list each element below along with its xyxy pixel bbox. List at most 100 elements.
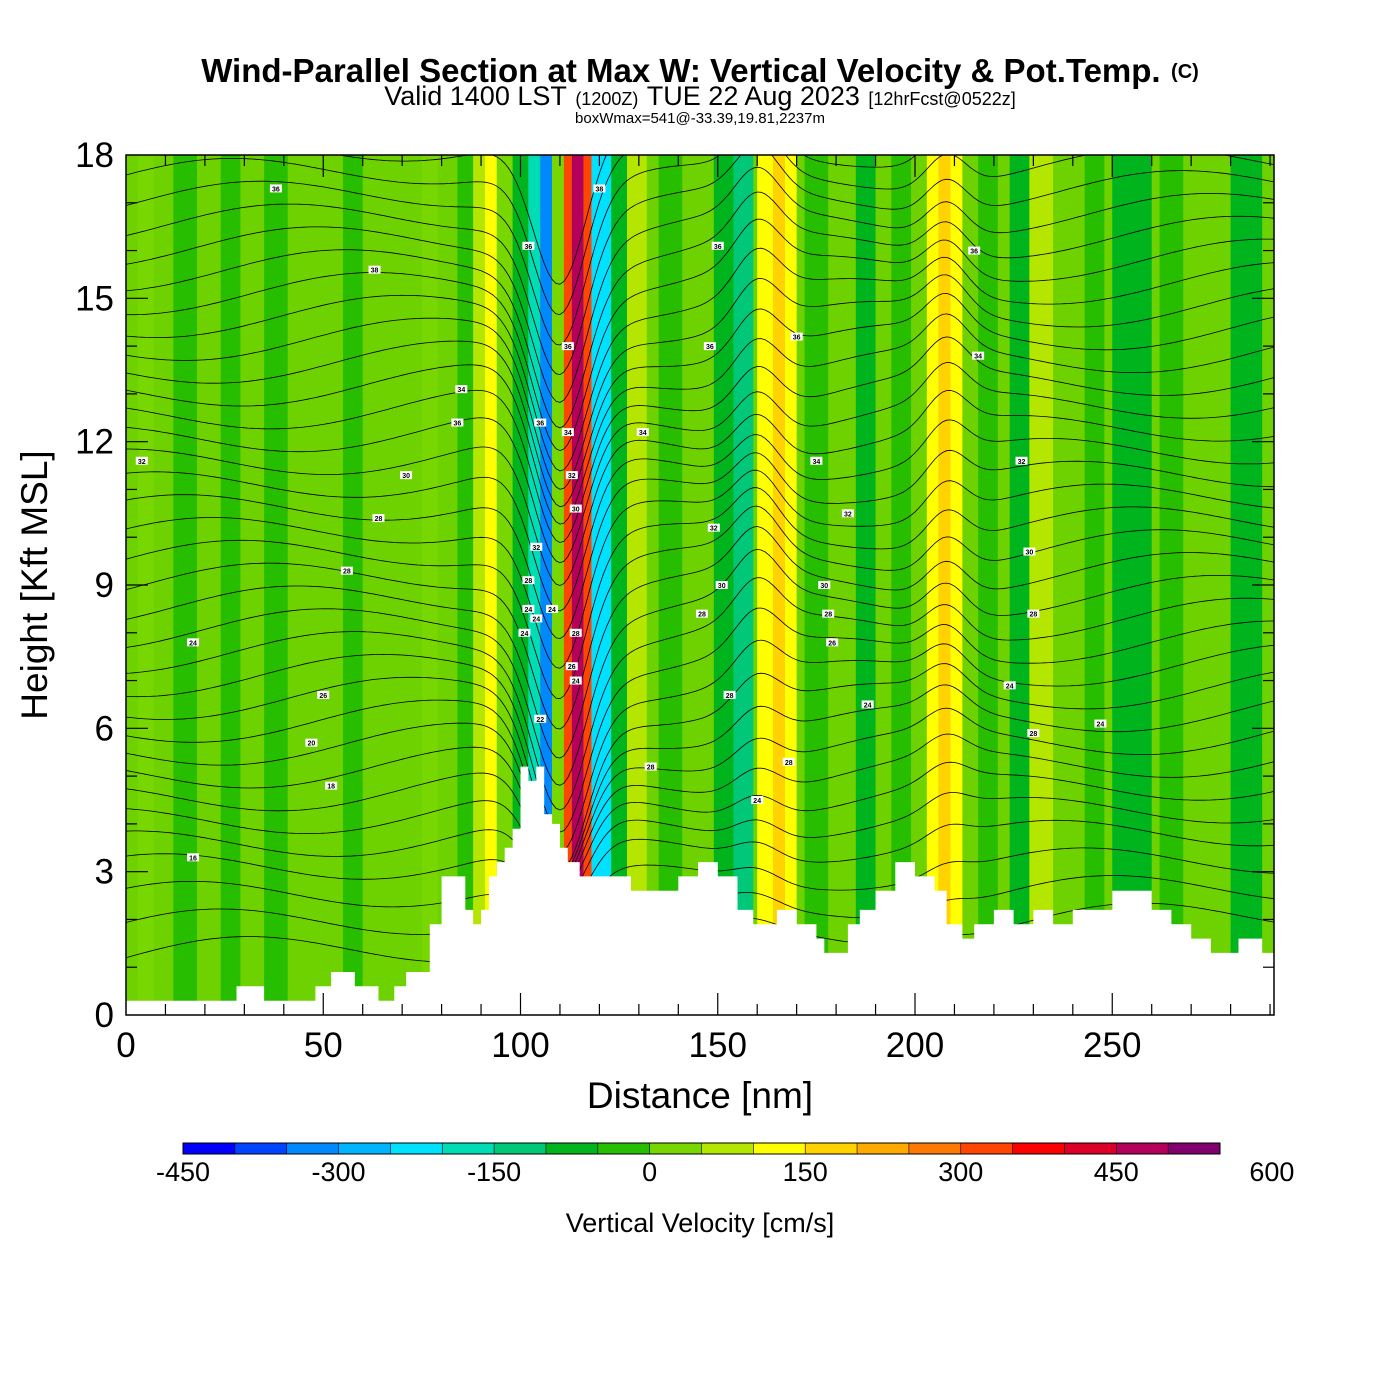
contour-label-bg xyxy=(522,604,535,613)
colorbar-swatch xyxy=(960,1143,1014,1154)
y-tick-label: 12 xyxy=(75,423,114,462)
contour-label-group: 24 xyxy=(1003,681,1016,690)
velocity-band xyxy=(1159,155,1184,1015)
theta-contour-line xyxy=(126,218,1274,452)
velocity-band xyxy=(457,155,474,1015)
contour-label: 20 xyxy=(308,741,316,748)
contour-label-bg xyxy=(522,241,535,250)
contour-label: 32 xyxy=(1018,459,1026,466)
contour-label-bg xyxy=(1027,609,1040,618)
colorbar-swatch xyxy=(183,1143,236,1154)
contour-label-group: 24 xyxy=(530,614,543,623)
contour-label-group: 28 xyxy=(644,762,657,772)
velocity-band xyxy=(891,155,912,1015)
contour-label: 30 xyxy=(820,583,828,590)
theta-contour-line xyxy=(126,292,1274,508)
contour-label-group: 32 xyxy=(841,509,854,518)
contour-label-bg xyxy=(826,638,839,647)
contour-label-bg xyxy=(810,456,823,465)
contour-label-group: 24 xyxy=(751,796,764,805)
velocity-band xyxy=(757,155,773,1015)
contour-label: 28 xyxy=(824,612,832,619)
velocity-band xyxy=(484,155,497,1015)
contour-label: 18 xyxy=(327,784,335,791)
contour-label-group: 36 xyxy=(711,241,724,251)
theta-contour-line xyxy=(126,663,1274,871)
velocity-band xyxy=(1112,155,1152,1015)
colorbar-swatch xyxy=(597,1143,651,1154)
contour-label-group: 32 xyxy=(135,456,148,466)
y-tick-label: 3 xyxy=(95,853,114,892)
colorbar-swatch xyxy=(338,1143,391,1154)
contour-label: 24 xyxy=(1006,683,1014,690)
contour-label-group: 28 xyxy=(1027,729,1040,738)
contour-label: 22 xyxy=(536,717,544,724)
velocity-band xyxy=(583,155,592,1015)
contour-label: 36 xyxy=(272,186,280,193)
contour-label-bg xyxy=(530,614,543,623)
velocity-bands xyxy=(137,155,1263,1015)
contour-label-bg xyxy=(518,628,531,637)
contour-label: 24 xyxy=(524,607,532,614)
contour-label: 38 xyxy=(596,186,604,193)
contour-label-bg xyxy=(546,604,559,613)
contour-label: 34 xyxy=(974,354,982,361)
chart-title: Wind-Parallel Section at Max W: Vertical… xyxy=(201,52,1199,89)
velocity-band xyxy=(1009,155,1030,1015)
contour-label-group: 36 xyxy=(790,332,803,342)
contour-label-bg xyxy=(534,418,547,427)
contour-label-group: 36 xyxy=(968,246,981,256)
x-tick-label: 200 xyxy=(886,1026,944,1065)
x-tick-label: 100 xyxy=(491,1026,549,1065)
theta-contour-line xyxy=(126,707,1274,880)
contour-label-bg xyxy=(1015,456,1028,465)
contour-label-group: 38 xyxy=(593,184,606,193)
plot-area: 3638323028282426201816343636363228242424… xyxy=(126,155,1274,1015)
velocity-band xyxy=(772,155,785,1015)
contour-labels: 3638323028282426201816343636363228242424… xyxy=(135,184,1107,862)
contour-label-group: 24 xyxy=(546,604,559,614)
contour-label: 36 xyxy=(536,421,544,428)
contour-label-bg xyxy=(569,676,582,685)
contour-label: 30 xyxy=(718,583,726,590)
theta-contour-line xyxy=(126,761,1274,894)
contour-label: 28 xyxy=(647,765,655,772)
colorbar-swatch xyxy=(390,1143,443,1154)
contour-label-group: 24 xyxy=(187,638,200,647)
contour-label: 36 xyxy=(706,344,714,351)
contour-label-group: 36 xyxy=(269,184,282,193)
contour-label-bg xyxy=(707,523,720,532)
contour-label-group: 28 xyxy=(569,628,582,638)
contour-label-group: 28 xyxy=(340,566,353,576)
theta-contour-line xyxy=(126,526,1274,759)
chart-subtitle: Valid 1400 LST (1200Z) TUE 22 Aug 2023 [… xyxy=(384,81,1016,111)
contour-label-group: 32 xyxy=(530,542,543,552)
colorbar-tick-label: 150 xyxy=(783,1157,828,1187)
contour-label-group: 38 xyxy=(368,265,381,275)
velocity-band xyxy=(784,155,797,1015)
contour-label-group: 34 xyxy=(972,351,985,361)
colorbar-tick-label: 300 xyxy=(938,1157,983,1187)
velocity-band xyxy=(1084,155,1105,1015)
colorbar-swatch xyxy=(1012,1143,1065,1154)
contour-label-group: 24 xyxy=(518,628,531,638)
velocity-band xyxy=(926,155,939,1015)
contour-label: 26 xyxy=(828,640,836,647)
contour-label-group: 34 xyxy=(636,428,649,437)
contour-label-group: 16 xyxy=(187,853,200,862)
contour-label: 24 xyxy=(189,640,197,647)
contour-label-group: 26 xyxy=(565,662,578,671)
contour-label-group: 34 xyxy=(561,428,574,437)
colorbar: -450 -300 -150 0 150 300 450 600 xyxy=(156,1142,1294,1187)
colorbar-swatch xyxy=(649,1143,702,1154)
contour-label: 28 xyxy=(726,693,734,700)
colorbar-swatch xyxy=(442,1143,495,1154)
y-tick-label: 6 xyxy=(95,709,114,748)
contour-label: 32 xyxy=(710,526,718,533)
contour-label-group: 36 xyxy=(451,418,464,428)
contour-label: 38 xyxy=(371,268,379,275)
contour-label-bg xyxy=(317,690,330,699)
contour-label-bg xyxy=(522,576,535,585)
